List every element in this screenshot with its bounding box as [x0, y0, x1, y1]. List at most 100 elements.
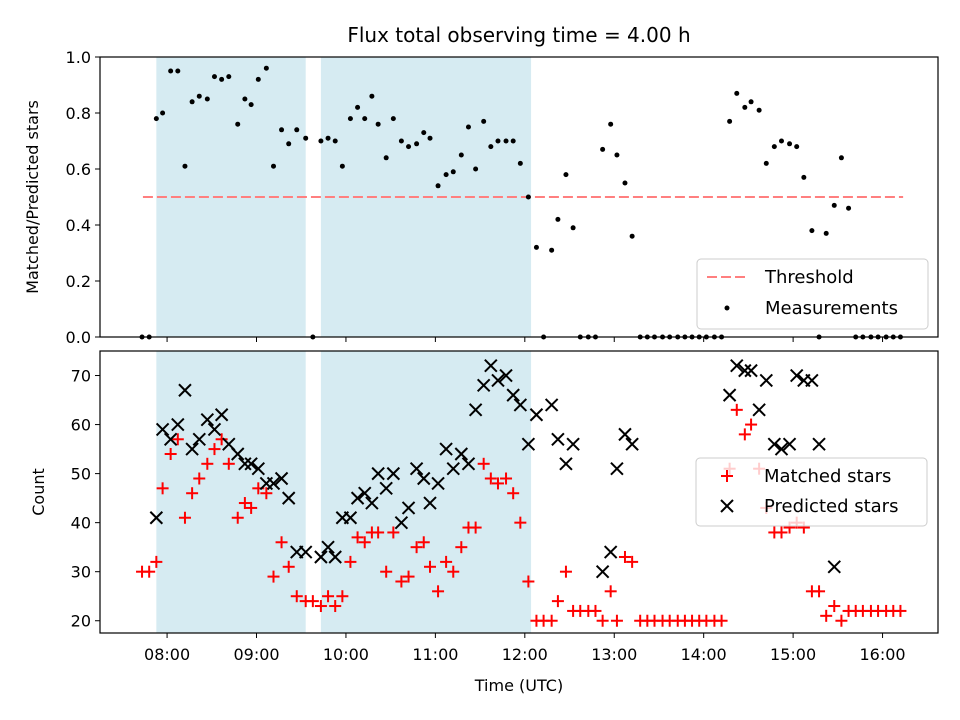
matched-star-point	[201, 457, 214, 470]
predicted-star-point	[774, 442, 789, 456]
matched-star-point	[432, 585, 445, 598]
matched-star-point	[344, 555, 357, 568]
predicted-star-point	[484, 359, 498, 373]
predicted-star-point	[513, 398, 528, 412]
measurement-point	[517, 160, 523, 166]
measurement-point	[362, 116, 368, 122]
measurement-point	[608, 121, 614, 127]
matched-star-point	[267, 570, 280, 583]
predicted-star-point	[401, 501, 416, 515]
measurement-point	[771, 144, 777, 150]
measurement-point	[211, 74, 217, 80]
legend-measurements-label: Measurements	[765, 298, 898, 319]
matched-star-point	[775, 526, 788, 539]
predicted-star-point	[827, 560, 841, 574]
predicted-star-point	[343, 511, 358, 525]
matched-star-point	[380, 565, 393, 578]
measurement-point	[763, 160, 769, 166]
bottom-shaded-intervals	[156, 351, 532, 633]
measurement-point	[748, 99, 754, 105]
predicted-star-point	[171, 417, 185, 432]
predicted-star-point	[244, 457, 258, 471]
bottom-legend: Matched stars Predicted stars	[695, 457, 928, 527]
predicted-star-point	[618, 427, 632, 442]
matched-star-point	[738, 428, 751, 441]
top-y-tick-label: 0.6	[66, 160, 91, 179]
matched-star-point	[306, 595, 319, 608]
predicted-star-point	[251, 461, 266, 476]
predicted-star-point	[544, 398, 559, 412]
matched-stars-series	[136, 403, 907, 627]
predicted-star-point	[178, 383, 192, 397]
measurement-point	[279, 127, 285, 133]
matched-star-point	[395, 575, 408, 588]
x-tick-label: 08:00	[144, 645, 190, 664]
matched-star-point	[290, 590, 303, 603]
matched-star-point	[222, 457, 235, 470]
matched-star-point	[894, 604, 907, 617]
bottom-x-ticks: 08:00 09:00 10:00 11:00 12:00 13:00 14:00 15:00…	[144, 633, 906, 664]
measurement-point	[271, 163, 277, 169]
matched-star-point	[238, 497, 251, 510]
measurement-point	[481, 118, 487, 124]
measurement-point	[734, 90, 740, 96]
x-axis-label: Time (UTC)	[474, 676, 563, 695]
predicted-star-point	[738, 363, 752, 378]
legend-matched-swatch	[721, 470, 733, 482]
predicted-star-point	[350, 491, 365, 505]
predicted-star-point	[595, 564, 610, 579]
measurement-point	[355, 104, 361, 110]
predicted-star-point	[365, 496, 379, 510]
measurement-point	[182, 163, 188, 169]
matched-star-point	[186, 487, 199, 500]
predicted-star-point	[214, 408, 229, 422]
measurement-point	[622, 180, 628, 186]
predicted-star-point	[439, 442, 453, 456]
matched-star-point	[351, 531, 364, 544]
matched-star-point	[410, 541, 423, 554]
predicted-star-point	[499, 368, 513, 383]
measurement-point	[286, 141, 292, 147]
predicted-star-point	[551, 432, 565, 446]
top-y-axis-label: Matched/Predicted stars	[23, 100, 42, 294]
measurement-point	[375, 121, 381, 127]
predicted-star-point	[321, 540, 335, 554]
matched-star-point	[156, 482, 169, 495]
measurement-point	[435, 183, 441, 189]
predicted-star-point	[812, 437, 826, 451]
predicted-star-point	[371, 466, 385, 481]
measurement-point	[465, 124, 471, 130]
measurement-point	[809, 228, 815, 234]
x-tick-label: 09:00	[233, 645, 279, 664]
predicted-star-point	[149, 511, 164, 525]
top-panel: 0.0 0.2 0.4 0.6 0.8 1.0 Matched/Predicted sta…	[23, 48, 939, 347]
predicted-star-point	[423, 496, 437, 510]
predicted-star-point	[603, 545, 618, 559]
matched-star-point	[820, 609, 833, 622]
matched-star-point	[469, 521, 482, 534]
bottom-y-tick-label: 40	[71, 514, 91, 533]
top-x-ticks	[166, 337, 884, 342]
predicted-star-point	[274, 471, 289, 486]
measurement-point	[189, 99, 195, 105]
matched-star-point	[322, 590, 335, 603]
measurement-point	[794, 144, 800, 150]
measurement-point	[563, 172, 569, 178]
measurement-point	[175, 68, 181, 74]
matched-star-point	[329, 600, 342, 613]
top-y-tick-label: 0.2	[66, 272, 91, 291]
matched-star-point	[358, 536, 371, 549]
matched-star-point	[618, 550, 631, 563]
measurement-point	[427, 135, 433, 141]
measurements-series	[139, 65, 903, 340]
measurement-point	[458, 152, 464, 158]
measurement-point	[473, 166, 479, 172]
matched-star-point	[193, 472, 206, 485]
measurement-point	[421, 130, 427, 136]
bottom-shaded-band-2	[320, 351, 532, 633]
top-y-ticks: 0.0 0.2 0.4 0.6 0.8 1.0	[66, 48, 100, 347]
matched-star-point	[215, 433, 228, 446]
matched-star-point	[164, 447, 177, 460]
measurement-point	[168, 68, 174, 74]
